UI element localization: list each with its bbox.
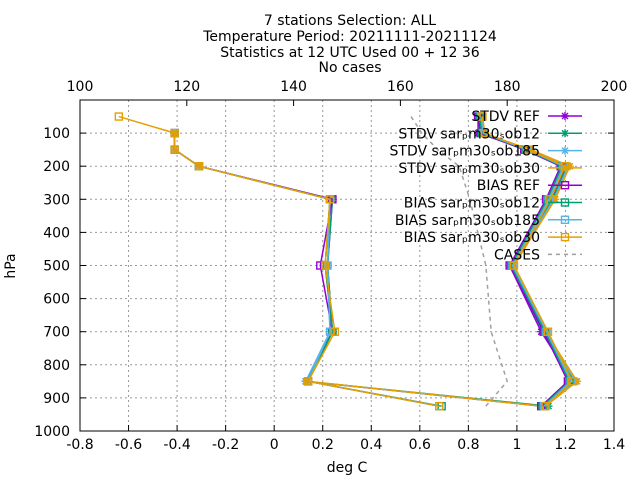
- data-point: [194, 161, 204, 171]
- x-tick-label: 0.6: [409, 437, 431, 453]
- plot-area: [114, 112, 582, 411]
- data-point: [551, 195, 560, 204]
- y-tick-label: 1000: [34, 424, 70, 440]
- legend-label: BIAS sarₚm30ₛob12: [404, 196, 540, 212]
- data-point: [573, 377, 582, 386]
- data-point: [480, 128, 490, 138]
- x-top-tick-label: 200: [601, 79, 628, 95]
- y-tick-label: 700: [43, 325, 70, 341]
- legend-label: BIAS sarₚm30ₛob185: [395, 213, 540, 229]
- data-point: [524, 145, 533, 154]
- title-line-4: No cases: [319, 60, 382, 76]
- data-point: [509, 261, 519, 270]
- legend-label: STDV sarₚm30ₛob30: [398, 161, 540, 177]
- legend-marker: [560, 215, 570, 225]
- data-point: [330, 327, 340, 336]
- legend-marker: [560, 180, 570, 190]
- x-tick-label: -0.2: [212, 437, 239, 453]
- x-tick-label: 0.8: [457, 437, 479, 453]
- x-tick-label: 0.2: [312, 437, 334, 453]
- x-top-tick-label: 140: [280, 79, 307, 95]
- data-point: [170, 145, 179, 154]
- legend-marker: [560, 198, 570, 207]
- x-tick-label: 1: [512, 437, 521, 453]
- series-line: [410, 116, 509, 407]
- data-point: [435, 401, 444, 411]
- legend-marker: [560, 232, 570, 242]
- x-top-tick-label: 180: [494, 79, 521, 95]
- y-tick-label: 300: [43, 192, 70, 208]
- data-point: [541, 401, 550, 411]
- x-top-tick-label: 160: [387, 79, 414, 95]
- legend-label: BIAS REF: [477, 178, 540, 194]
- data-point: [543, 327, 553, 336]
- data-point: [565, 162, 574, 171]
- x-tick-label: -0.6: [115, 437, 142, 453]
- title-line-2: Temperature Period: 20211111-20211124: [202, 29, 497, 45]
- y-tick-label: 900: [43, 391, 70, 407]
- y-tick-label: 600: [43, 292, 70, 308]
- legend-label: STDV sarₚm30ₛob12: [398, 126, 540, 142]
- x-top-tick-label: 120: [173, 79, 200, 95]
- data-point: [325, 195, 335, 204]
- legend-label: BIAS sarₚm30ₛob30: [404, 230, 540, 246]
- legend-label: CASES: [494, 247, 540, 263]
- data-point: [114, 112, 124, 121]
- series-line: [481, 116, 574, 407]
- y-tick-label: 400: [43, 225, 70, 241]
- series-bias-sar-pm30-sob30-left: [114, 112, 444, 411]
- legend-label: STDV sarₚm30ₛob185: [390, 144, 540, 160]
- data-point: [568, 377, 577, 386]
- data-point: [170, 128, 179, 138]
- title-line-1: 7 stations Selection: ALL: [264, 13, 436, 29]
- plot-border: [79, 99, 615, 432]
- legend-label: STDV REF: [471, 109, 540, 125]
- title-line-3: Statistics at 12 UTC Used 00 + 12 36: [220, 45, 480, 61]
- series-bias-sar-pm30-sob30-right: [478, 112, 577, 411]
- data-point: [303, 377, 313, 386]
- y-axis-label: hPa: [3, 253, 19, 278]
- x-top-tick-label: 100: [67, 79, 94, 95]
- x-tick-label: -0.8: [66, 437, 93, 453]
- legend-marker: [561, 163, 569, 172]
- legend-marker: [561, 112, 569, 120]
- data-point: [320, 261, 330, 270]
- chart-title: 7 stations Selection: ALL Temperature Pe…: [202, 13, 497, 76]
- data-point: [325, 327, 335, 336]
- x-tick-label: 0: [270, 437, 279, 453]
- y-tick-label: 500: [43, 259, 70, 275]
- x-tick-label: 1.4: [603, 437, 625, 453]
- legend-marker: [561, 146, 569, 155]
- series-line: [118, 115, 440, 407]
- x-tick-label: 0.4: [360, 437, 382, 453]
- x-axis-label: deg C: [327, 460, 368, 476]
- y-tick-label: 200: [43, 159, 70, 175]
- data-point: [478, 112, 487, 121]
- x-tick-label: -0.4: [163, 437, 190, 453]
- axes: -0.8 -0.6 -0.4 -0.2 0 0.2 0.4 0.6 0.8 1 1.2 1.4 100 1…: [34, 79, 627, 453]
- legend-marker: [561, 129, 569, 138]
- y-tick-label: 800: [43, 358, 70, 374]
- y-tick-label: 100: [43, 126, 70, 142]
- series-cases: [410, 116, 509, 407]
- x-tick-label: 1.2: [554, 437, 576, 453]
